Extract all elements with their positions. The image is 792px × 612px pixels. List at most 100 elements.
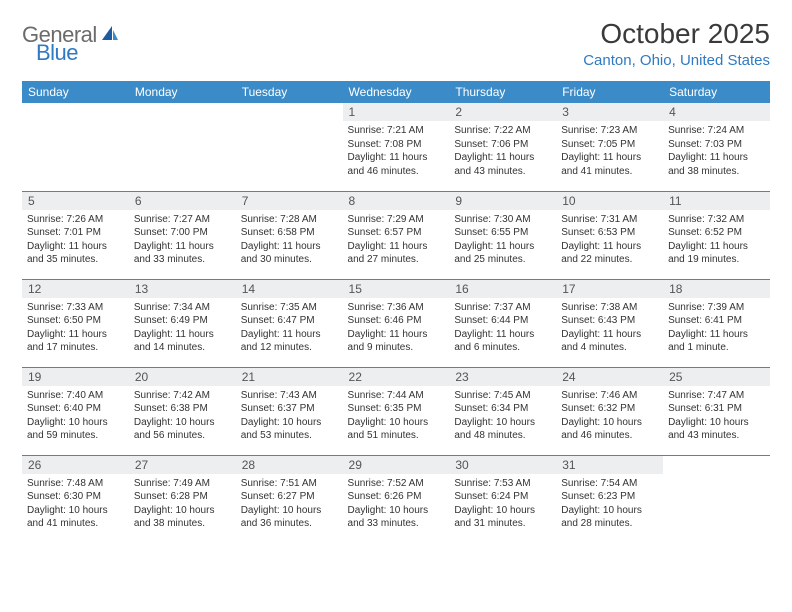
sunset-text: Sunset: 6:31 PM [668,402,765,416]
day-body: Sunrise: 7:22 AMSunset: 7:06 PMDaylight:… [449,121,556,182]
sunrise-text: Sunrise: 7:28 AM [241,213,338,227]
sunrise-text: Sunrise: 7:23 AM [561,124,658,138]
day-number: 25 [663,368,770,386]
sunrise-text: Sunrise: 7:36 AM [348,301,445,315]
sunrise-text: Sunrise: 7:52 AM [348,477,445,491]
daylight-text-2: and 46 minutes. [348,165,445,179]
weekday-row: SundayMondayTuesdayWednesdayThursdayFrid… [22,81,770,103]
day-number: 8 [343,192,450,210]
daylight-text-2: and 51 minutes. [348,429,445,443]
day-body: Sunrise: 7:38 AMSunset: 6:43 PMDaylight:… [556,298,663,359]
sunrise-text: Sunrise: 7:53 AM [454,477,551,491]
sunrise-text: Sunrise: 7:44 AM [348,389,445,403]
day-body: Sunrise: 7:42 AMSunset: 6:38 PMDaylight:… [129,386,236,447]
daylight-text-2: and 33 minutes. [348,517,445,531]
day-cell: 13Sunrise: 7:34 AMSunset: 6:49 PMDayligh… [129,279,236,367]
header: General October 2025 Canton, Ohio, Unite… [22,18,770,69]
daylight-text-1: Daylight: 11 hours [454,151,551,165]
daylight-text-2: and 48 minutes. [454,429,551,443]
day-body: Sunrise: 7:29 AMSunset: 6:57 PMDaylight:… [343,210,450,271]
day-cell: 3Sunrise: 7:23 AMSunset: 7:05 PMDaylight… [556,103,663,191]
daylight-text-2: and 36 minutes. [241,517,338,531]
day-cell: 6Sunrise: 7:27 AMSunset: 7:00 PMDaylight… [129,191,236,279]
calendar-body: 1Sunrise: 7:21 AMSunset: 7:08 PMDaylight… [22,103,770,543]
sunset-text: Sunset: 6:52 PM [668,226,765,240]
day-number: 19 [22,368,129,386]
day-body: Sunrise: 7:23 AMSunset: 7:05 PMDaylight:… [556,121,663,182]
day-cell: 28Sunrise: 7:51 AMSunset: 6:27 PMDayligh… [236,455,343,543]
daylight-text-1: Daylight: 11 hours [348,328,445,342]
week-row: 12Sunrise: 7:33 AMSunset: 6:50 PMDayligh… [22,279,770,367]
daylight-text-1: Daylight: 10 hours [241,416,338,430]
daylight-text-2: and 35 minutes. [27,253,124,267]
day-number: 16 [449,280,556,298]
sunset-text: Sunset: 6:53 PM [561,226,658,240]
day-number: 14 [236,280,343,298]
daylight-text-1: Daylight: 11 hours [241,240,338,254]
day-number: 11 [663,192,770,210]
daylight-text-1: Daylight: 10 hours [27,416,124,430]
sunset-text: Sunset: 7:01 PM [27,226,124,240]
day-number: 22 [343,368,450,386]
day-cell: 18Sunrise: 7:39 AMSunset: 6:41 PMDayligh… [663,279,770,367]
day-body: Sunrise: 7:51 AMSunset: 6:27 PMDaylight:… [236,474,343,535]
day-number [236,103,343,121]
daylight-text-1: Daylight: 11 hours [668,328,765,342]
sunrise-text: Sunrise: 7:40 AM [27,389,124,403]
weekday-header: Thursday [449,81,556,103]
daylight-text-1: Daylight: 10 hours [561,416,658,430]
day-body: Sunrise: 7:32 AMSunset: 6:52 PMDaylight:… [663,210,770,271]
sunset-text: Sunset: 6:28 PM [134,490,231,504]
daylight-text-1: Daylight: 11 hours [27,240,124,254]
week-row: 19Sunrise: 7:40 AMSunset: 6:40 PMDayligh… [22,367,770,455]
daylight-text-2: and 38 minutes. [668,165,765,179]
day-cell: 8Sunrise: 7:29 AMSunset: 6:57 PMDaylight… [343,191,450,279]
day-number: 3 [556,103,663,121]
sunset-text: Sunset: 6:58 PM [241,226,338,240]
daylight-text-1: Daylight: 11 hours [27,328,124,342]
sunrise-text: Sunrise: 7:22 AM [454,124,551,138]
sunrise-text: Sunrise: 7:47 AM [668,389,765,403]
day-cell: 16Sunrise: 7:37 AMSunset: 6:44 PMDayligh… [449,279,556,367]
sunrise-text: Sunrise: 7:38 AM [561,301,658,315]
daylight-text-1: Daylight: 11 hours [348,240,445,254]
sunset-text: Sunset: 6:24 PM [454,490,551,504]
day-cell: 17Sunrise: 7:38 AMSunset: 6:43 PMDayligh… [556,279,663,367]
day-body: Sunrise: 7:43 AMSunset: 6:37 PMDaylight:… [236,386,343,447]
daylight-text-1: Daylight: 11 hours [348,151,445,165]
daylight-text-2: and 25 minutes. [454,253,551,267]
day-cell: 26Sunrise: 7:48 AMSunset: 6:30 PMDayligh… [22,455,129,543]
day-body: Sunrise: 7:30 AMSunset: 6:55 PMDaylight:… [449,210,556,271]
day-body: Sunrise: 7:40 AMSunset: 6:40 PMDaylight:… [22,386,129,447]
sunrise-text: Sunrise: 7:51 AM [241,477,338,491]
day-number [663,456,770,474]
daylight-text-2: and 14 minutes. [134,341,231,355]
daylight-text-1: Daylight: 11 hours [454,328,551,342]
day-cell: 29Sunrise: 7:52 AMSunset: 6:26 PMDayligh… [343,455,450,543]
sunset-text: Sunset: 6:40 PM [27,402,124,416]
sunset-text: Sunset: 6:47 PM [241,314,338,328]
sunset-text: Sunset: 6:27 PM [241,490,338,504]
daylight-text-1: Daylight: 11 hours [561,240,658,254]
sunset-text: Sunset: 6:38 PM [134,402,231,416]
daylight-text-2: and 19 minutes. [668,253,765,267]
daylight-text-1: Daylight: 10 hours [454,416,551,430]
sunset-text: Sunset: 7:03 PM [668,138,765,152]
day-cell [236,103,343,191]
day-body: Sunrise: 7:49 AMSunset: 6:28 PMDaylight:… [129,474,236,535]
day-body: Sunrise: 7:31 AMSunset: 6:53 PMDaylight:… [556,210,663,271]
day-body: Sunrise: 7:35 AMSunset: 6:47 PMDaylight:… [236,298,343,359]
daylight-text-2: and 46 minutes. [561,429,658,443]
day-number: 21 [236,368,343,386]
day-number: 13 [129,280,236,298]
day-body: Sunrise: 7:36 AMSunset: 6:46 PMDaylight:… [343,298,450,359]
day-number: 24 [556,368,663,386]
day-cell: 10Sunrise: 7:31 AMSunset: 6:53 PMDayligh… [556,191,663,279]
day-number: 6 [129,192,236,210]
day-cell: 23Sunrise: 7:45 AMSunset: 6:34 PMDayligh… [449,367,556,455]
day-body: Sunrise: 7:39 AMSunset: 6:41 PMDaylight:… [663,298,770,359]
day-body: Sunrise: 7:24 AMSunset: 7:03 PMDaylight:… [663,121,770,182]
daylight-text-2: and 33 minutes. [134,253,231,267]
daylight-text-1: Daylight: 11 hours [134,328,231,342]
day-cell: 12Sunrise: 7:33 AMSunset: 6:50 PMDayligh… [22,279,129,367]
